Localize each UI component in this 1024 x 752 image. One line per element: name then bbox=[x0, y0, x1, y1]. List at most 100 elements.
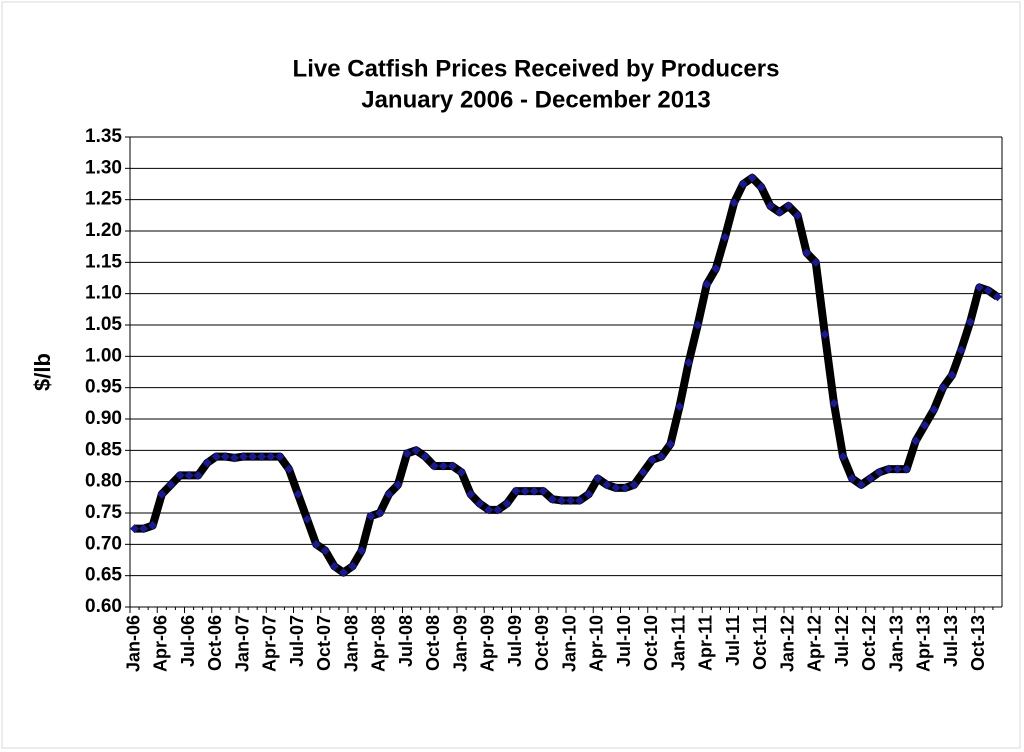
data-point bbox=[784, 201, 794, 211]
data-point bbox=[556, 495, 566, 505]
x-tick-label: Oct-06 bbox=[205, 615, 225, 671]
data-point bbox=[166, 480, 176, 490]
y-tick-label: 0.85 bbox=[85, 439, 122, 460]
chart-subtitle: January 2006 - December 2013 bbox=[361, 86, 711, 113]
data-point bbox=[148, 521, 158, 531]
y-tick-label: 0.80 bbox=[85, 471, 122, 492]
data-point bbox=[575, 495, 585, 505]
x-tick-label: Jul-09 bbox=[505, 615, 525, 667]
x-tick-label: Apr-11 bbox=[696, 615, 716, 671]
y-tick-label: 1.15 bbox=[85, 251, 122, 272]
data-point bbox=[865, 474, 875, 484]
data-point bbox=[920, 420, 930, 430]
data-point bbox=[402, 448, 412, 458]
data-point bbox=[883, 464, 893, 474]
data-point bbox=[992, 292, 1002, 302]
data-point bbox=[947, 370, 957, 380]
data-point bbox=[793, 210, 803, 220]
data-point bbox=[820, 329, 830, 339]
data-point bbox=[684, 358, 694, 368]
y-tick-label: 1.30 bbox=[85, 157, 122, 178]
data-point bbox=[893, 464, 903, 474]
data-point bbox=[902, 464, 912, 474]
x-tick-label: Oct-09 bbox=[532, 615, 552, 671]
y-tick-label: 0.70 bbox=[85, 533, 122, 554]
data-point bbox=[729, 198, 739, 208]
data-point bbox=[774, 207, 784, 217]
data-point bbox=[620, 483, 630, 493]
data-point bbox=[520, 486, 530, 496]
data-point bbox=[130, 524, 140, 534]
data-point bbox=[202, 458, 212, 468]
data-point bbox=[157, 489, 167, 499]
chart-title: Live Catfish Prices Received by Producer… bbox=[293, 55, 780, 82]
data-point bbox=[211, 452, 221, 462]
data-point bbox=[411, 445, 421, 455]
x-tick-label: Jul-07 bbox=[287, 615, 307, 667]
y-tick-label: 0.65 bbox=[85, 565, 122, 586]
y-tick-label: 0.60 bbox=[85, 596, 122, 617]
data-point bbox=[829, 398, 839, 408]
data-point bbox=[675, 401, 685, 411]
data-point bbox=[302, 514, 312, 524]
x-tick-label: Oct-08 bbox=[423, 615, 443, 671]
x-tick-label: Jan-09 bbox=[450, 615, 470, 672]
x-tick-label: Jul-11 bbox=[723, 615, 743, 666]
x-tick-label: Oct-12 bbox=[859, 615, 879, 671]
x-tick-label: Jul-08 bbox=[396, 615, 416, 667]
data-point bbox=[457, 467, 467, 477]
x-tick-label: Apr-09 bbox=[478, 615, 498, 672]
x-tick-label: Apr-07 bbox=[260, 615, 280, 672]
data-point bbox=[838, 452, 848, 462]
data-point bbox=[602, 480, 612, 490]
data-point bbox=[938, 383, 948, 393]
data-point bbox=[239, 452, 249, 462]
data-point bbox=[266, 452, 276, 462]
data-point bbox=[420, 452, 430, 462]
data-point bbox=[348, 561, 358, 571]
data-point bbox=[584, 489, 594, 499]
y-tick-label: 1.35 bbox=[85, 126, 122, 147]
data-point bbox=[502, 499, 512, 509]
data-point bbox=[384, 489, 394, 499]
data-point bbox=[611, 483, 621, 493]
data-point bbox=[983, 286, 993, 296]
data-point bbox=[929, 405, 939, 415]
data-point bbox=[711, 264, 721, 274]
x-tick-label: Jul-10 bbox=[614, 615, 634, 667]
data-point bbox=[965, 317, 975, 327]
data-point bbox=[447, 461, 457, 471]
x-tick-label: Apr-10 bbox=[587, 615, 607, 672]
y-tick-label: 0.95 bbox=[85, 377, 122, 398]
data-point bbox=[275, 452, 285, 462]
data-point bbox=[175, 470, 185, 480]
data-point bbox=[248, 452, 258, 462]
x-tick-label: Jul-13 bbox=[941, 615, 961, 667]
data-point bbox=[738, 179, 748, 189]
data-point bbox=[911, 436, 921, 446]
data-point bbox=[484, 505, 494, 515]
data-point bbox=[284, 464, 294, 474]
data-point bbox=[311, 539, 321, 549]
data-point bbox=[547, 494, 557, 504]
data-point bbox=[493, 505, 503, 515]
data-point bbox=[702, 279, 712, 289]
y-tick-label: 1.25 bbox=[85, 189, 122, 210]
x-tick-label: Jan-11 bbox=[668, 615, 688, 671]
x-tick-label: Apr-06 bbox=[151, 615, 171, 672]
data-point bbox=[393, 480, 403, 490]
data-point bbox=[756, 182, 766, 192]
data-point bbox=[874, 467, 884, 477]
data-point bbox=[229, 453, 239, 463]
data-point bbox=[974, 282, 984, 292]
x-tick-label: Apr-12 bbox=[805, 615, 825, 672]
data-point bbox=[956, 345, 966, 355]
data-point bbox=[529, 486, 539, 496]
data-point bbox=[329, 561, 339, 571]
data-point bbox=[765, 201, 775, 211]
data-point bbox=[320, 546, 330, 556]
data-point bbox=[257, 452, 267, 462]
y-tick-label: 1.20 bbox=[85, 220, 122, 241]
data-point bbox=[693, 320, 703, 330]
